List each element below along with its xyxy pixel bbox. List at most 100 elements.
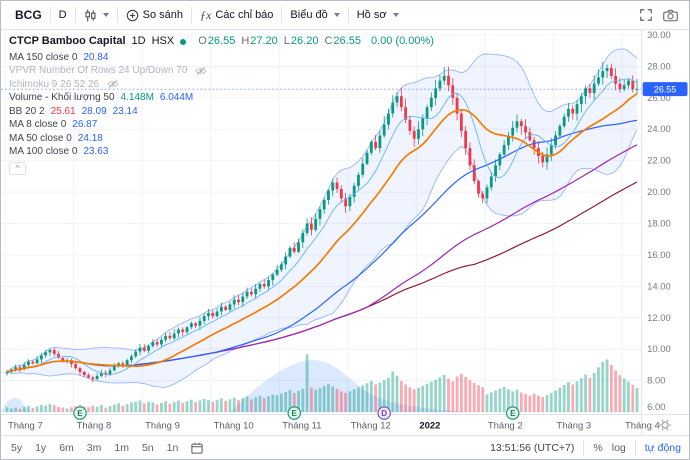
eye-off-icon[interactable]: [195, 66, 207, 76]
eye-off-icon[interactable]: [107, 79, 119, 89]
range-button-3m[interactable]: 3m: [86, 441, 102, 454]
legend-row[interactable]: MA 50 close 0 24.18: [9, 132, 434, 146]
svg-text:Tháng 8: Tháng 8: [77, 421, 112, 432]
indicators-fx-icon: ƒx: [200, 7, 212, 22]
legend-row-value: 28.09: [81, 105, 107, 117]
svg-text:28.00: 28.00: [647, 61, 671, 72]
legend-row[interactable]: BB 20 2 25.61 28.09 23.14: [9, 105, 434, 119]
toolbar-divider: [347, 7, 349, 23]
profile-menu-button[interactable]: Hồ sơ: [349, 1, 407, 29]
clock-label[interactable]: 13:51:56 (UTC+7): [490, 441, 575, 454]
svg-text:Tháng 7: Tháng 7: [8, 421, 43, 432]
symbol-legend-row[interactable]: CTCP Bamboo Capital 1D HSX O 26.55 H 27.20 L…: [9, 35, 434, 49]
log-scale-button[interactable]: log: [611, 441, 626, 454]
ohlc-key: H: [241, 35, 250, 47]
range-button-1n[interactable]: 1n: [166, 441, 179, 454]
svg-text:24.00: 24.00: [647, 124, 671, 135]
event-marker-earnings[interactable]: E: [287, 406, 302, 420]
svg-text:26.55: 26.55: [654, 84, 676, 94]
interval-button[interactable]: D: [51, 1, 75, 29]
legend-collapse-button[interactable]: ^: [9, 161, 26, 175]
percent-scale-button[interactable]: %: [593, 441, 603, 454]
range-button-6m[interactable]: 6m: [59, 441, 74, 454]
range-button-5y[interactable]: 5y: [11, 441, 23, 454]
svg-text:26.00: 26.00: [647, 93, 671, 104]
legend-row-value: 6.044M: [159, 92, 194, 103]
chart-menu-button[interactable]: Biểu đồ: [282, 1, 347, 29]
svg-text:12.00: 12.00: [647, 313, 671, 324]
chevron-down-icon: [333, 13, 340, 17]
ohlc-value: 26.55: [207, 35, 236, 47]
legend-row[interactable]: MA 100 close 0 23.63: [9, 145, 434, 159]
price-axis[interactable]: 30.00 28.00 26.00 24.00 22.00 20.00 18.00 16.00…: [641, 30, 671, 435]
bollinger-band-series[interactable]: [6, 48, 638, 388]
top-toolbar: BCG D: [1, 1, 689, 30]
svg-text:Tháng 9: Tháng 9: [145, 421, 180, 432]
svg-text:14.00: 14.00: [647, 281, 671, 292]
legend-row-label: BB 20 2: [9, 105, 45, 117]
legend-row[interactable]: VPVR Number Of Rows 24 Up/Down 70: [9, 64, 434, 78]
svg-text:6.00: 6.00: [647, 402, 665, 413]
toolbar-divider: [191, 7, 192, 23]
svg-text:16.00: 16.00: [647, 250, 671, 261]
ohlc-key: C: [324, 35, 333, 47]
legend-row[interactable]: Ichimoku 9 26 52 26: [9, 78, 434, 92]
go-to-date-button[interactable]: [189, 442, 205, 454]
range-button-1y[interactable]: 1y: [35, 441, 47, 454]
chart-canvas[interactable]: 30.00 28.00 26.00 24.00 22.00 20.00 18.00 16.00…: [1, 30, 689, 435]
legend-row-value: 26.87: [72, 119, 98, 130]
candlestick-chart-icon: [84, 8, 97, 22]
event-marker-earnings[interactable]: E: [73, 406, 87, 420]
moving-average-lines[interactable]: [6, 78, 638, 376]
svg-text:E: E: [510, 409, 515, 418]
svg-text:30.00: 30.00: [647, 30, 671, 41]
toolbar-divider: [74, 7, 76, 23]
screenshot-button[interactable]: [658, 7, 683, 24]
svg-text:2022: 2022: [419, 421, 440, 432]
indicator-legend: CTCP Bamboo Capital 1D HSX O 26.55 H 27.20 L…: [9, 35, 434, 175]
symbol-label: BCG: [15, 8, 42, 22]
footer-divider: [634, 439, 636, 456]
symbol-button[interactable]: BCG: [7, 1, 50, 29]
camera-icon: [663, 9, 678, 22]
compare-button[interactable]: So sánh: [118, 1, 191, 29]
legend-row-value: 4.148M: [120, 92, 154, 103]
event-marker-dividends[interactable]: D: [377, 406, 391, 420]
fullscreen-button[interactable]: [634, 6, 658, 24]
last-price-label: 26.55: [642, 82, 688, 97]
svg-text:22.00: 22.00: [647, 156, 671, 167]
event-marker-earnings[interactable]: E: [505, 406, 520, 420]
svg-text:E: E: [292, 409, 297, 418]
footer-divider: [583, 439, 585, 456]
legend-interval: 1D: [131, 35, 146, 47]
svg-text:Tháng 4: Tháng 4: [625, 421, 660, 432]
legend-exchange: HSX: [151, 35, 175, 47]
auto-scale-button[interactable]: tự động: [644, 441, 681, 454]
ohlc-value: 26.55: [333, 35, 361, 47]
change-value: 0.00 (0.00%): [370, 35, 434, 47]
range-buttons: 5y 1y 6m 3m 1m 5n 1n: [9, 441, 180, 455]
legend-row[interactable]: Volume - Khối lượng 50 4.148M 6.044M: [9, 91, 434, 105]
legend-rows: MA 150 close 0 20.84 VPVR Number Of Rows 2…: [9, 51, 434, 159]
svg-text:20.00: 20.00: [647, 187, 671, 198]
candlestick-series[interactable]: [5, 62, 639, 383]
axis-settings-gear-icon[interactable]: [659, 419, 672, 431]
chevron-down-icon: [102, 13, 109, 17]
toolbar-divider: [116, 7, 118, 23]
svg-text:E: E: [77, 409, 82, 418]
chart-type-button[interactable]: [76, 1, 117, 29]
ohlc-value: 27.20: [250, 35, 278, 47]
volume-series[interactable]: [5, 354, 639, 413]
legend-row-label: VPVR Number Of Rows 24 Up/Down 70: [9, 65, 188, 76]
range-button-5n[interactable]: 5n: [141, 441, 154, 454]
legend-row[interactable]: MA 8 close 0 26.87: [9, 118, 434, 132]
indicators-button[interactable]: ƒx Các chỉ báo: [192, 1, 281, 29]
time-axis[interactable]: Tháng 7 Tháng 8 Tháng 9 Tháng 10 Tháng 11 Thá…: [1, 414, 689, 432]
range-button-1m[interactable]: 1m: [114, 441, 129, 454]
legend-row-label: MA 100 close 0: [9, 146, 78, 157]
legend-row[interactable]: MA 150 close 0 20.84: [9, 51, 434, 65]
chart-area[interactable]: 30.00 28.00 26.00 24.00 22.00 20.00 18.00 16.00…: [1, 30, 689, 435]
svg-text:Tháng 3: Tháng 3: [556, 421, 591, 432]
ohlc-key: L: [283, 35, 290, 47]
